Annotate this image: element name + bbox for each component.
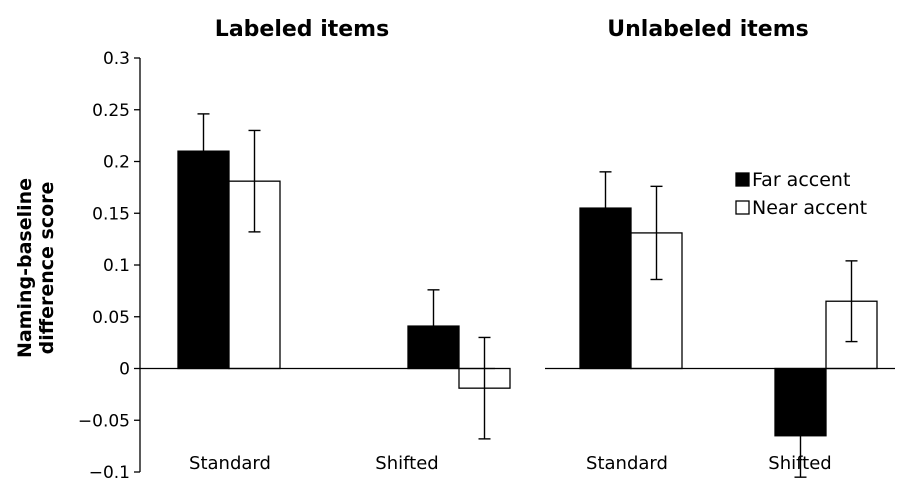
panel-unlabeled-items: Unlabeled items Standard Shifted [545, 17, 895, 478]
y-axis-title-line: Naming-baseline [14, 178, 36, 358]
category-label: Shifted [375, 453, 438, 474]
y-tick-label: 0 [119, 360, 130, 380]
legend-item: Near accent [735, 197, 867, 219]
y-axis-label: Naming-baselinedifference score [14, 178, 58, 358]
error-bar [599, 171, 612, 246]
legend-item: Far accent [735, 169, 850, 191]
error-bar [650, 185, 663, 281]
category-label: Standard [586, 453, 668, 474]
error-bar [248, 129, 261, 233]
y-tick-label: 0.1 [103, 256, 130, 276]
y-axis-title-line: difference score [36, 182, 58, 355]
panel-title: Labeled items [215, 17, 389, 42]
y-axis-title: Naming-baselinedifference score [14, 178, 58, 358]
category-label: Standard [189, 453, 271, 474]
y-tick-label: 0.15 [92, 204, 130, 224]
error-bar [845, 260, 858, 343]
y-tick-label: 0.2 [103, 153, 130, 173]
error-bar [427, 289, 440, 363]
panel-title: Unlabeled items [607, 17, 808, 42]
panel-labeled-items: Labeled items Standard Shifted [140, 17, 511, 474]
error-bar [794, 393, 807, 478]
legend-swatch [735, 200, 750, 215]
y-axis: −0.1 −0.05 0 0.05 0.1 0.15 0.2 0.25 0.3 [78, 49, 141, 481]
legend-swatch [735, 172, 750, 187]
y-tick-label: 0.05 [92, 308, 130, 328]
y-tick-label: −0.05 [78, 411, 130, 431]
legend: Far accent Near accent [735, 169, 867, 219]
category-label: Shifted [768, 453, 831, 474]
error-bar [478, 336, 491, 440]
y-tick-label: 0.3 [103, 49, 130, 69]
legend-label: Near accent [752, 197, 867, 219]
y-tick-label: −0.1 [89, 463, 130, 481]
legend-label: Far accent [752, 169, 850, 191]
error-bar [197, 113, 210, 190]
y-tick-label: 0.25 [92, 101, 130, 121]
